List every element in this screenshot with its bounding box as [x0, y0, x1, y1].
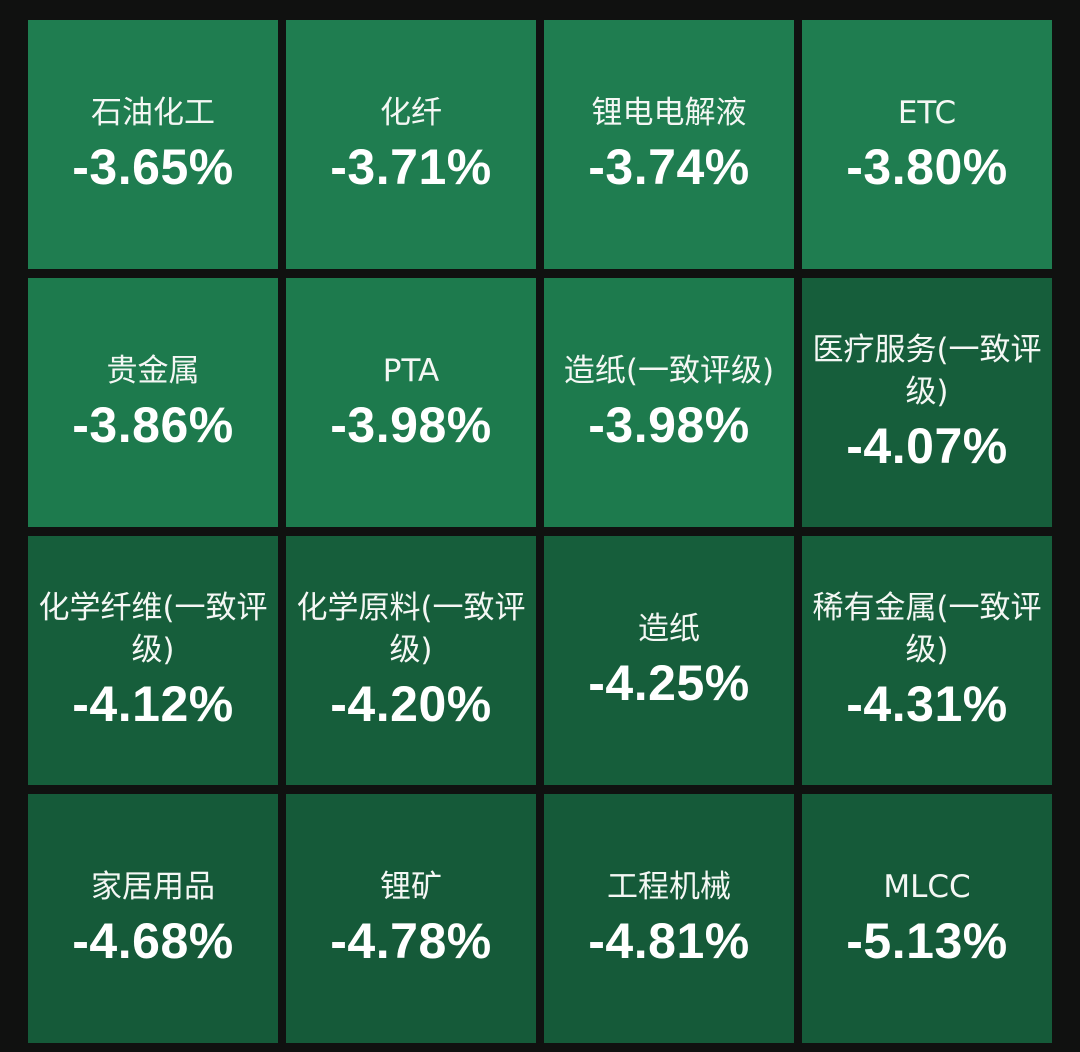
sector-change: -3.71%: [330, 138, 492, 195]
sector-change: -4.20%: [330, 675, 492, 732]
sector-name: ETC: [897, 94, 957, 131]
sector-tile-precious-metals[interactable]: 贵金属 -3.86%: [28, 278, 278, 527]
sector-tile-pta[interactable]: PTA -3.98%: [286, 278, 536, 527]
sector-tile-petrochemical[interactable]: 石油化工 -3.65%: [28, 20, 278, 269]
sector-tile-chemical-raw-materials-consensus[interactable]: 化学原料(一致评级) -4.20%: [286, 536, 536, 785]
sector-tile-home-furnishings[interactable]: 家居用品 -4.68%: [28, 794, 278, 1043]
sector-tile-medical-services-consensus[interactable]: 医疗服务(一致评级) -4.07%: [802, 278, 1052, 527]
sector-name: 化学原料(一致评级): [296, 589, 526, 668]
sector-change: -3.80%: [846, 138, 1008, 195]
sector-name: 造纸(一致评级): [563, 352, 775, 389]
sector-tile-lithium-mining[interactable]: 锂矿 -4.78%: [286, 794, 536, 1043]
sector-change: -4.78%: [330, 912, 492, 969]
sector-change: -5.13%: [846, 912, 1008, 969]
sector-name: 医疗服务(一致评级): [812, 331, 1042, 410]
sector-change: -3.74%: [588, 138, 750, 195]
sector-heatmap-grid: 石油化工 -3.65% 化纤 -3.71% 锂电电解液 -3.74% ETC -…: [28, 20, 1052, 1043]
sector-change: -4.81%: [588, 912, 750, 969]
sector-change: -4.25%: [588, 654, 750, 711]
sector-name: 化学纤维(一致评级): [38, 589, 268, 668]
sector-name: 工程机械: [607, 868, 731, 905]
sector-tile-mlcc[interactable]: MLCC -5.13%: [802, 794, 1052, 1043]
sector-change: -3.98%: [330, 396, 492, 453]
sector-tile-lithium-electrolyte[interactable]: 锂电电解液 -3.74%: [544, 20, 794, 269]
sector-name: 贵金属: [106, 352, 200, 389]
sector-name: 石油化工: [91, 94, 215, 131]
sector-name: 稀有金属(一致评级): [812, 589, 1042, 668]
sector-name: 造纸: [638, 610, 700, 647]
sector-name: MLCC: [883, 868, 971, 905]
sector-tile-papermaking[interactable]: 造纸 -4.25%: [544, 536, 794, 785]
sector-change: -3.65%: [72, 138, 234, 195]
sector-name: 锂矿: [380, 868, 442, 905]
sector-tile-papermaking-consensus[interactable]: 造纸(一致评级) -3.98%: [544, 278, 794, 527]
sector-tile-construction-machinery[interactable]: 工程机械 -4.81%: [544, 794, 794, 1043]
sector-tile-chemical-fiber[interactable]: 化纤 -3.71%: [286, 20, 536, 269]
sector-tile-rare-metals-consensus[interactable]: 稀有金属(一致评级) -4.31%: [802, 536, 1052, 785]
sector-change: -4.31%: [846, 675, 1008, 732]
sector-name: 化纤: [380, 94, 442, 131]
sector-change: -3.98%: [588, 396, 750, 453]
sector-name: PTA: [382, 352, 440, 389]
sector-tile-etc[interactable]: ETC -3.80%: [802, 20, 1052, 269]
sector-change: -4.07%: [846, 417, 1008, 474]
sector-change: -3.86%: [72, 396, 234, 453]
sector-change: -4.68%: [72, 912, 234, 969]
sector-name: 锂电电解液: [591, 94, 747, 131]
sector-change: -4.12%: [72, 675, 234, 732]
sector-name: 家居用品: [91, 868, 215, 905]
sector-tile-chemical-fiber-consensus[interactable]: 化学纤维(一致评级) -4.12%: [28, 536, 278, 785]
